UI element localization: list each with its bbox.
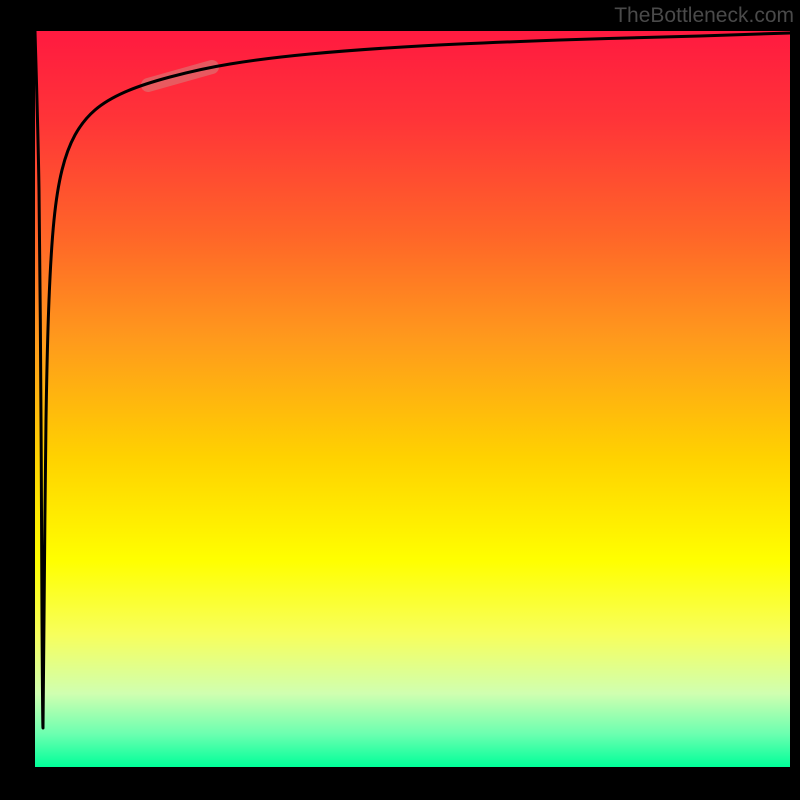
chart-container: TheBottleneck.com (0, 0, 800, 800)
chart-svg (0, 0, 800, 800)
chart-plot-area (35, 31, 790, 767)
watermark-text: TheBottleneck.com (614, 4, 794, 28)
